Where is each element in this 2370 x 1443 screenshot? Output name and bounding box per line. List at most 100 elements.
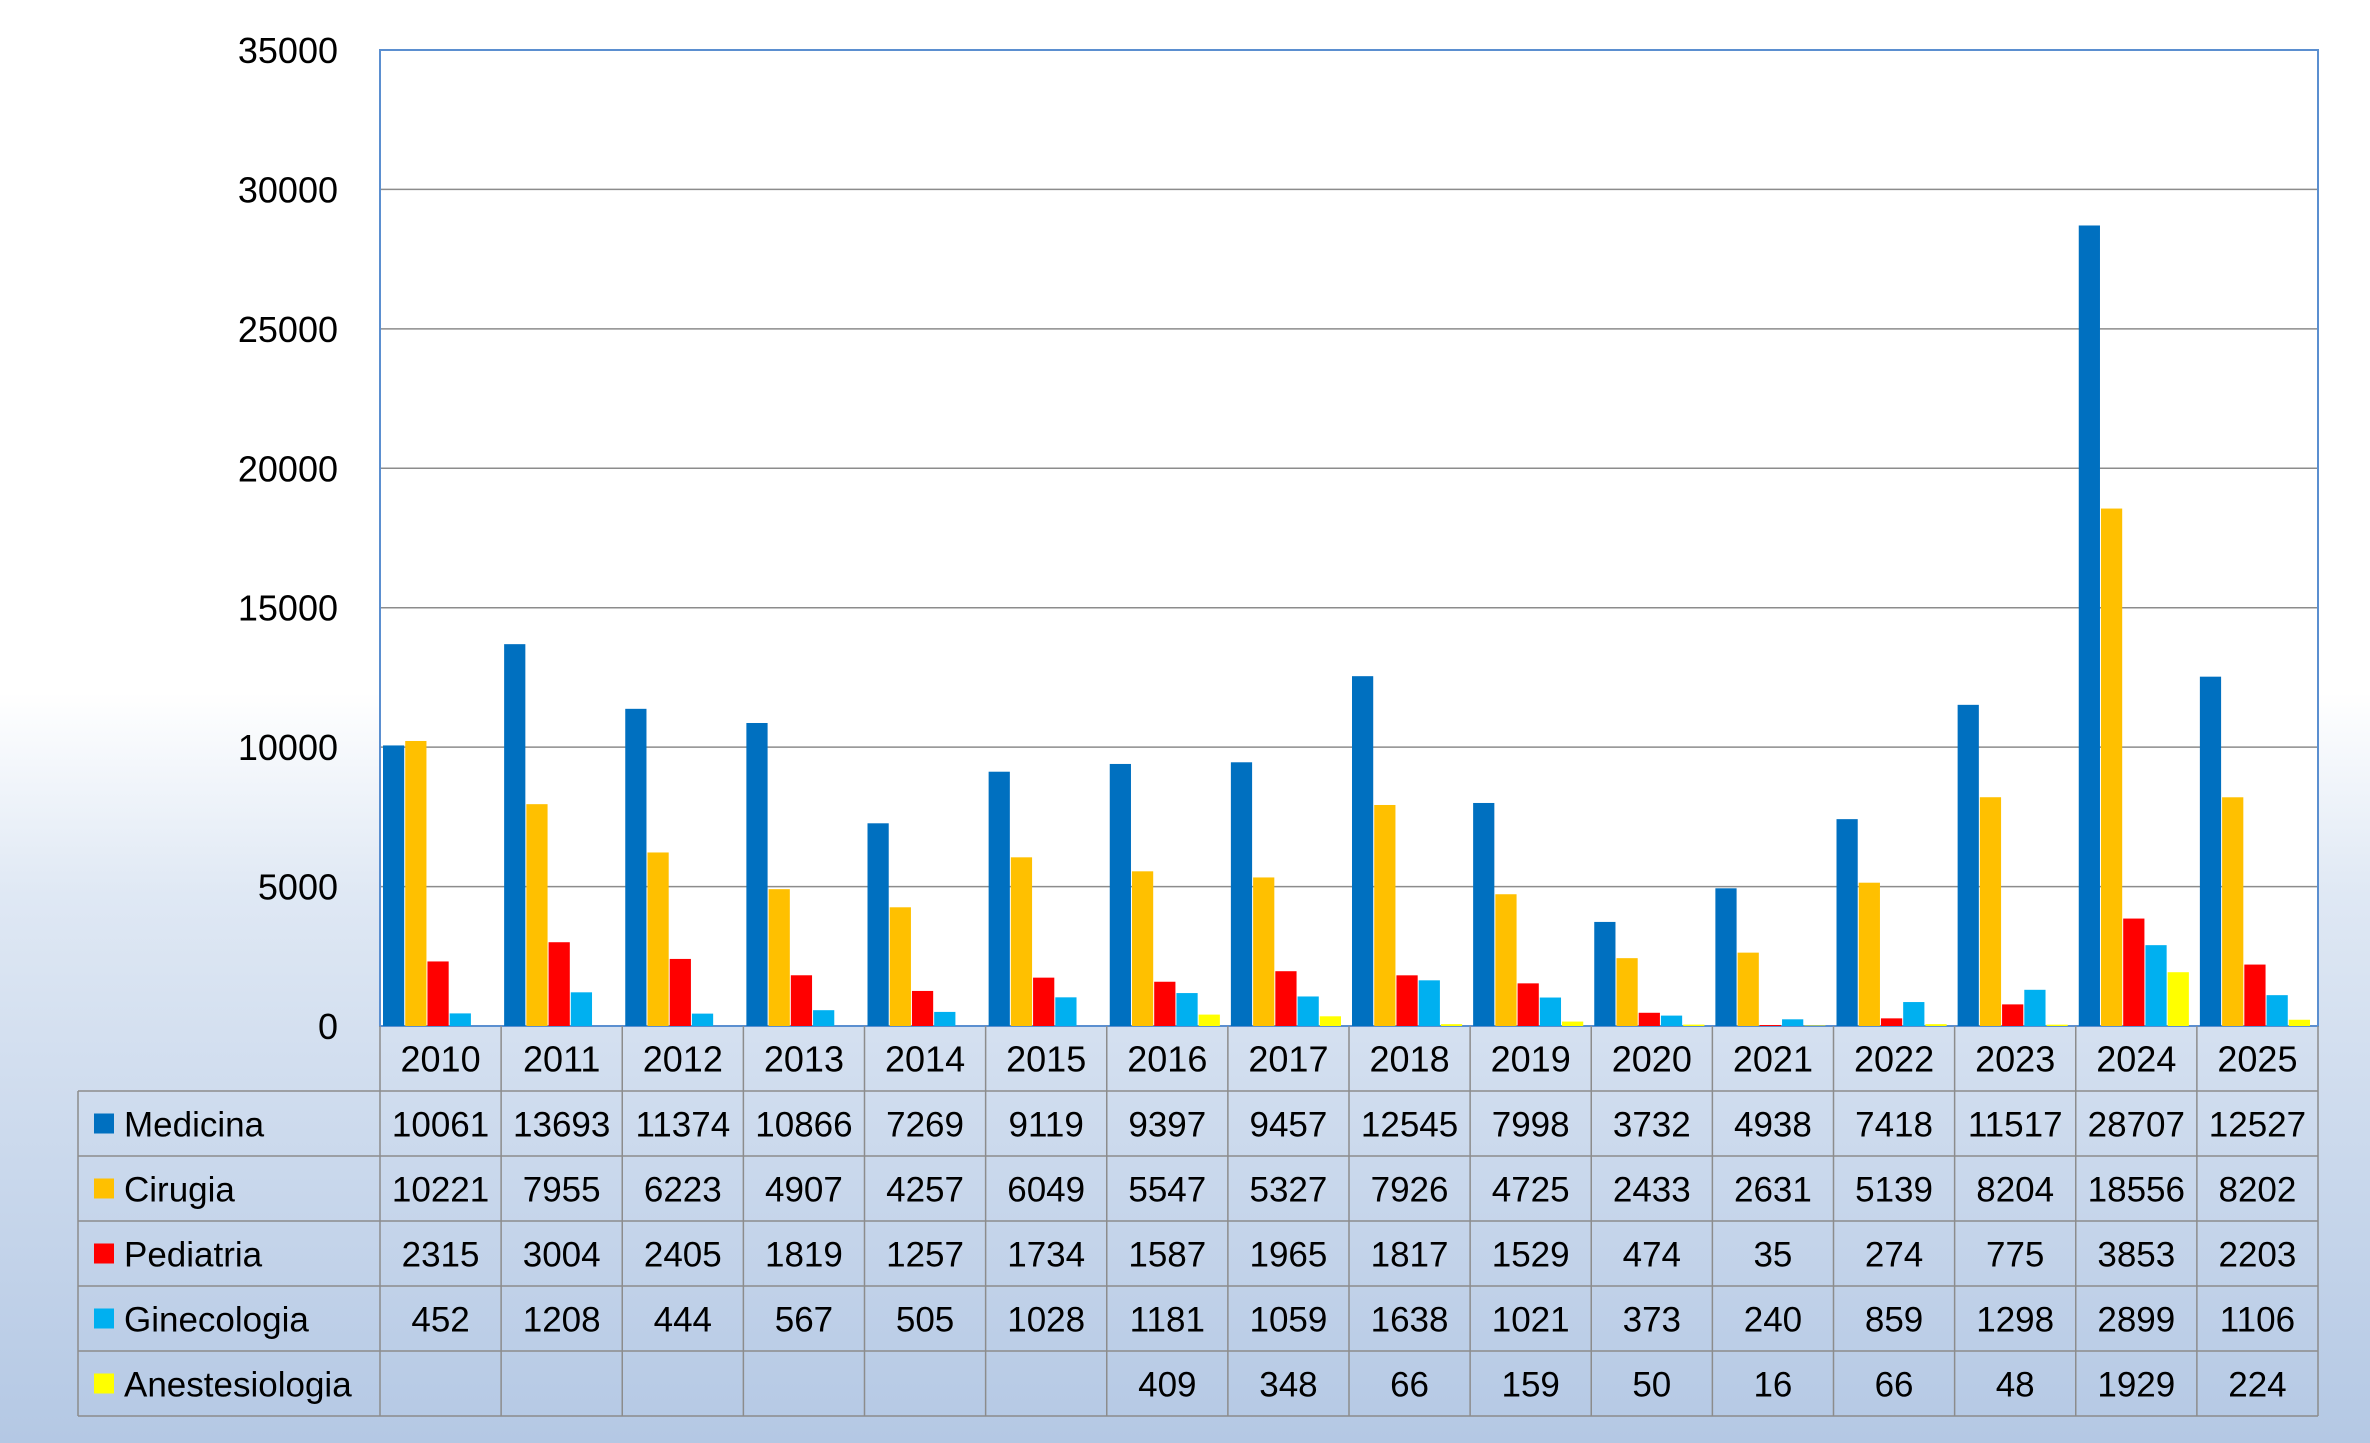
- data-label: 4725: [1492, 1171, 1570, 1210]
- bar-anestesiologia: [2288, 1019, 2310, 1026]
- bar-pediatria: [1154, 981, 1176, 1026]
- bar-anestesiologia: [2167, 972, 2189, 1026]
- bar-pediatria: [2002, 1004, 2024, 1026]
- data-label: 35: [1753, 1236, 1792, 1275]
- bar-cirugia: [526, 804, 548, 1026]
- bar-medicina: [867, 823, 889, 1026]
- data-label: 9397: [1128, 1106, 1206, 1145]
- bar-pediatria: [1759, 1025, 1782, 1026]
- x-tick-label: 2018: [1370, 1039, 1450, 1080]
- data-label: 7269: [886, 1106, 964, 1145]
- data-label: 50: [1632, 1366, 1671, 1405]
- data-label: 5327: [1250, 1171, 1328, 1210]
- bar-cirugia: [1737, 952, 1759, 1026]
- data-label: 1587: [1128, 1236, 1206, 1275]
- data-table: 2010 2011 2012 2013 2014 2015 2016 2017 2018 2019…: [77, 1026, 2319, 1417]
- legend-key-pediatria: [94, 1243, 114, 1264]
- bar-cirugia: [1616, 958, 1638, 1026]
- bar-ginecologia: [691, 1013, 714, 1026]
- data-label: 373: [1623, 1301, 1681, 1340]
- bar-pediatria: [669, 958, 691, 1026]
- bar-ginecologia: [1176, 993, 1198, 1026]
- legend-label: Anestesiologia: [124, 1366, 352, 1405]
- legend-label: Cirugia: [124, 1171, 235, 1210]
- data-label: 2899: [2097, 1301, 2175, 1340]
- y-tick-label: 0: [318, 1006, 338, 1047]
- data-label: 505: [896, 1301, 954, 1340]
- y-tick-label: 15000: [238, 588, 338, 629]
- legend-key-cirugia: [94, 1178, 114, 1199]
- data-label: 1817: [1371, 1236, 1449, 1275]
- y-tick-label: 20000: [238, 448, 338, 489]
- gridlines: [379, 49, 2319, 1027]
- data-label: 859: [1865, 1301, 1923, 1340]
- data-label: 7926: [1371, 1171, 1449, 1210]
- x-tick-label: 2015: [1006, 1039, 1086, 1080]
- data-label: 1819: [765, 1236, 843, 1275]
- data-label: 11374: [635, 1106, 730, 1145]
- bar-cirugia: [768, 889, 790, 1026]
- data-label: 8202: [2219, 1171, 2297, 1210]
- data-label: 444: [654, 1301, 712, 1340]
- data-label: 1208: [523, 1301, 601, 1340]
- bar-medicina: [1109, 763, 1131, 1026]
- data-label: 4257: [886, 1171, 964, 1210]
- y-tick-label: 35000: [238, 30, 338, 71]
- data-label: 2405: [644, 1236, 722, 1275]
- bars: [383, 225, 2310, 1026]
- bar-ginecologia: [1660, 1015, 1683, 1026]
- x-tick-label: 2017: [1248, 1039, 1328, 1080]
- bar-pediatria: [1517, 983, 1539, 1026]
- bar-ginecologia: [2145, 945, 2167, 1026]
- data-label: 775: [1986, 1236, 2044, 1275]
- legend-label: Pediatria: [124, 1236, 263, 1275]
- bar-pediatria: [1033, 977, 1055, 1026]
- bar-cirugia: [1858, 882, 1880, 1026]
- bar-ginecologia: [934, 1011, 956, 1026]
- legend-label: Ginecologia: [124, 1301, 309, 1340]
- bar-medicina: [2199, 676, 2222, 1026]
- data-label: 1028: [1007, 1301, 1085, 1340]
- data-label: 1298: [1976, 1301, 2054, 1340]
- bar-medicina: [1594, 921, 1616, 1026]
- bar-cirugia: [1979, 797, 2002, 1026]
- data-label: 240: [1744, 1301, 1802, 1340]
- bar-medicina: [746, 722, 768, 1026]
- bar-anestesiologia: [1925, 1024, 1947, 1026]
- data-label: 1929: [2097, 1366, 2175, 1405]
- data-label: 1638: [1371, 1301, 1449, 1340]
- data-label: 3732: [1613, 1106, 1691, 1145]
- x-tick-label: 2011: [523, 1039, 600, 1080]
- data-label: 10221: [392, 1171, 489, 1210]
- data-label: 567: [775, 1301, 833, 1340]
- bar-ginecologia: [449, 1013, 471, 1026]
- bar-cirugia: [1131, 871, 1154, 1026]
- data-label: 16: [1753, 1366, 1792, 1405]
- bar-cirugia: [2100, 508, 2123, 1026]
- data-label: 1181: [1130, 1301, 1205, 1340]
- y-tick-label: 10000: [238, 727, 338, 768]
- data-label: 4938: [1734, 1106, 1812, 1145]
- bar-cirugia: [1010, 857, 1033, 1026]
- data-label: 7418: [1855, 1106, 1933, 1145]
- data-label: 7955: [523, 1171, 601, 1210]
- x-tick-label: 2016: [1127, 1039, 1207, 1080]
- y-axis: 35000 30000 25000 20000 15000 10000 5000 0: [238, 30, 338, 1047]
- data-label: 409: [1138, 1366, 1196, 1405]
- data-label: 66: [1390, 1366, 1429, 1405]
- bar-medicina: [2078, 225, 2100, 1026]
- bar-pediatria: [1638, 1012, 1660, 1026]
- x-tick-label: 2012: [643, 1039, 723, 1080]
- data-label: 3853: [2097, 1236, 2175, 1275]
- data-label: 1734: [1007, 1236, 1085, 1275]
- data-label: 12527: [2209, 1106, 2306, 1145]
- data-label: 1965: [1250, 1236, 1328, 1275]
- data-label: 18556: [2088, 1171, 2185, 1210]
- bar-medicina: [625, 708, 647, 1026]
- x-tick-label: 2014: [885, 1039, 965, 1080]
- x-tick-label: 2010: [401, 1039, 481, 1080]
- bar-anestesiologia: [1198, 1014, 1220, 1026]
- data-label: 6223: [644, 1171, 722, 1210]
- data-label: 12545: [1361, 1106, 1458, 1145]
- data-label: 7998: [1492, 1106, 1570, 1145]
